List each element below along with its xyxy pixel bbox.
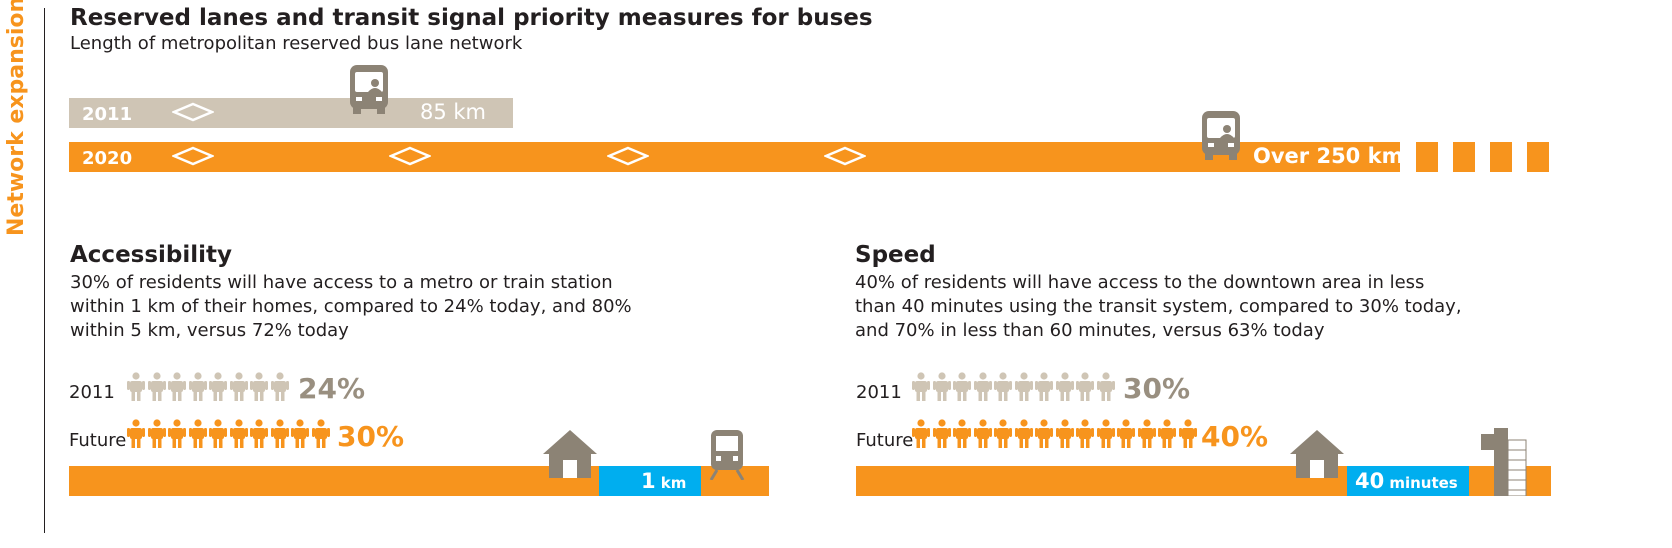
accessibility-text-line: 30% of residents will have access to a m… bbox=[70, 272, 613, 293]
building-icon bbox=[1481, 428, 1527, 496]
speed-2011-people bbox=[911, 372, 1116, 402]
bar-2020-year: 2020 bbox=[82, 148, 133, 169]
diamond-icon bbox=[389, 146, 431, 166]
diamond-icon bbox=[172, 102, 214, 122]
house-icon bbox=[1290, 430, 1344, 478]
person-icon bbox=[168, 419, 186, 448]
person-icon bbox=[1055, 419, 1074, 448]
person-icon bbox=[1096, 372, 1115, 401]
speed-title: Speed bbox=[855, 242, 936, 268]
house-icon bbox=[543, 430, 597, 478]
person-icon bbox=[1158, 419, 1176, 448]
person-icon bbox=[1137, 419, 1156, 448]
person-icon bbox=[912, 372, 930, 401]
speed-text-line: than 40 minutes using the transit system… bbox=[855, 296, 1462, 317]
accessibility-future-people bbox=[126, 419, 331, 449]
side-title: Network expansion bbox=[4, 0, 29, 236]
person-icon bbox=[147, 372, 166, 401]
person-icon bbox=[912, 419, 930, 448]
distance-label: 1 km bbox=[641, 466, 686, 498]
bar-2011-value: 85 km bbox=[420, 100, 487, 124]
person-icon bbox=[270, 372, 289, 401]
person-icon bbox=[1096, 419, 1115, 448]
person-icon bbox=[209, 372, 227, 401]
person-icon bbox=[229, 419, 248, 448]
speed-future-label: Future bbox=[856, 430, 914, 451]
accessibility-title: Accessibility bbox=[70, 242, 233, 268]
duration-value: 40 bbox=[1355, 469, 1385, 493]
lanes-title: Reserved lanes and transit signal priori… bbox=[70, 5, 873, 31]
speed-text-line: 40% of residents will have access to the… bbox=[855, 272, 1425, 293]
person-icon bbox=[127, 419, 145, 448]
person-icon bbox=[1076, 419, 1094, 448]
diamond-icon bbox=[824, 146, 866, 166]
person-icon bbox=[311, 419, 330, 448]
person-icon bbox=[127, 372, 145, 401]
person-icon bbox=[250, 372, 268, 401]
person-icon bbox=[953, 372, 971, 401]
bar-2020-dash bbox=[1416, 142, 1438, 172]
distance-unit: km bbox=[660, 474, 687, 492]
person-icon bbox=[229, 372, 248, 401]
lanes-subtitle: Length of metropolitan reserved bus lane… bbox=[70, 33, 523, 54]
bar-2011 bbox=[69, 98, 513, 128]
person-icon bbox=[994, 372, 1012, 401]
bar-2011-year: 2011 bbox=[82, 104, 133, 125]
person-icon bbox=[270, 419, 289, 448]
accessibility-2011-people bbox=[126, 372, 290, 402]
distance-bar bbox=[599, 466, 701, 496]
accessibility-future-percent: 30% bbox=[337, 420, 405, 453]
person-icon bbox=[1178, 419, 1197, 448]
person-icon bbox=[250, 419, 268, 448]
diamond-icon bbox=[172, 146, 214, 166]
bus-icon bbox=[1202, 111, 1240, 160]
person-icon bbox=[291, 419, 309, 448]
accessibility-2011-percent: 24% bbox=[298, 372, 366, 405]
bar-2020-dash bbox=[1490, 142, 1512, 172]
bar-2020-dash bbox=[1453, 142, 1475, 172]
person-icon bbox=[188, 419, 207, 448]
person-icon bbox=[1014, 372, 1033, 401]
distance-value: 1 bbox=[641, 469, 656, 493]
person-icon bbox=[147, 419, 166, 448]
accessibility-2011-label: 2011 bbox=[69, 382, 115, 403]
person-icon bbox=[953, 419, 971, 448]
diamond-icon bbox=[607, 146, 649, 166]
bar-2020-dash bbox=[1527, 142, 1549, 172]
person-icon bbox=[973, 419, 992, 448]
bus-icon bbox=[350, 65, 388, 114]
accessibility-text: 30% of residents will have access to a m… bbox=[70, 271, 670, 343]
speed-future-percent: 40% bbox=[1201, 420, 1269, 453]
person-icon bbox=[1014, 419, 1033, 448]
person-icon bbox=[1076, 372, 1094, 401]
bar-2020-value: Over 250 km bbox=[1253, 144, 1404, 168]
person-icon bbox=[973, 372, 992, 401]
person-icon bbox=[168, 372, 186, 401]
speed-2011-percent: 30% bbox=[1123, 372, 1191, 405]
person-icon bbox=[1055, 372, 1074, 401]
duration-label: 40 minutes bbox=[1355, 466, 1458, 498]
speed-text: 40% of residents will have access to the… bbox=[855, 271, 1475, 343]
person-icon bbox=[1035, 419, 1053, 448]
person-icon bbox=[1117, 419, 1135, 448]
speed-2011-label: 2011 bbox=[856, 382, 902, 403]
person-icon bbox=[994, 419, 1012, 448]
accessibility-future-label: Future bbox=[69, 430, 127, 451]
person-icon bbox=[932, 372, 951, 401]
duration-unit: minutes bbox=[1389, 474, 1458, 492]
accessibility-text-line: within 5 km, versus 72% today bbox=[70, 320, 349, 341]
bar-2020 bbox=[69, 142, 1400, 172]
speed-future-people bbox=[911, 419, 1198, 449]
person-icon bbox=[1035, 372, 1053, 401]
person-icon bbox=[932, 419, 951, 448]
person-icon bbox=[209, 419, 227, 448]
duration-bar bbox=[1347, 466, 1469, 496]
divider-line bbox=[44, 8, 45, 533]
person-icon bbox=[188, 372, 207, 401]
accessibility-text-line: within 1 km of their homes, compared to … bbox=[70, 296, 632, 317]
speed-text-line: and 70% in less than 60 minutes, versus … bbox=[855, 320, 1325, 341]
train-icon bbox=[709, 430, 745, 480]
